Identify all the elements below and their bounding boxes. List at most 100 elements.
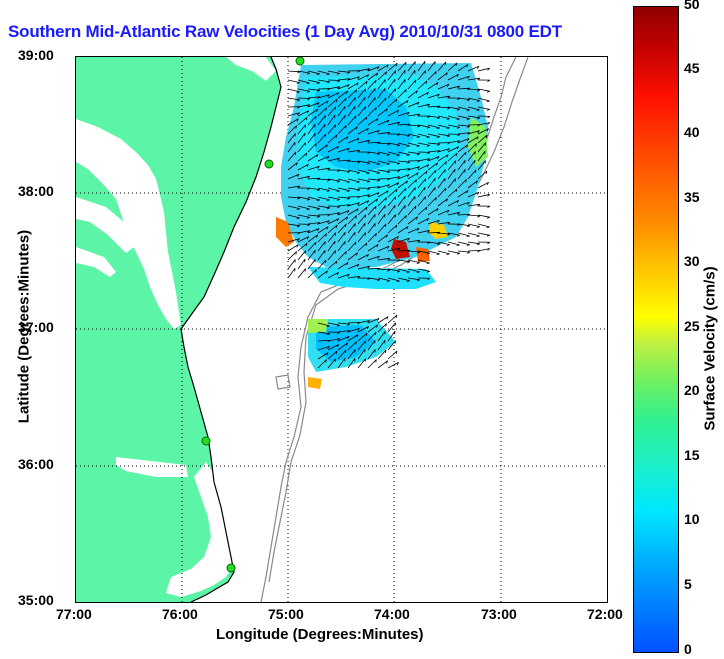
velocity-arrow [287, 142, 296, 153]
velocity-arrow [307, 165, 320, 171]
velocity-arrow [327, 260, 338, 270]
velocity-arrow-head [366, 254, 369, 258]
velocity-arrow-head [456, 234, 460, 237]
velocity-arrow [377, 169, 390, 173]
velocity-arrow-head [335, 134, 338, 138]
velocity-arrow-head [466, 138, 470, 142]
velocity-arrow [327, 212, 340, 216]
velocity-arrow [337, 78, 350, 81]
velocity-arrow-head [317, 89, 321, 92]
velocity-arrow-head [316, 234, 318, 238]
velocity-arrow [457, 64, 469, 72]
velocity-arrow-head [377, 129, 380, 133]
velocity-arrow [457, 213, 471, 216]
velocity-arrow [437, 115, 450, 119]
velocity-arrow [367, 359, 377, 369]
velocity-arrow-head [387, 257, 391, 261]
velocity-arrow [437, 154, 449, 162]
velocity-arrow [297, 236, 309, 243]
velocity-arrow [457, 179, 467, 189]
velocity-arrow-head [336, 218, 340, 222]
velocity-arrow [427, 133, 440, 138]
velocity-arrow [347, 149, 360, 153]
velocity-arrow [377, 131, 390, 135]
velocity-arrow [297, 124, 306, 135]
velocity-arrow [397, 277, 410, 282]
velocity-arrow-head [407, 111, 410, 115]
velocity-arrow [387, 330, 396, 342]
velocity-arrow-head [447, 221, 451, 225]
velocity-arrow-head [456, 74, 459, 77]
velocity-arrow [457, 232, 470, 237]
velocity-arrow [297, 175, 310, 180]
velocity-arrow-head [415, 179, 417, 183]
velocity-arrow [327, 114, 336, 126]
velocity-arrow-head [487, 205, 491, 209]
velocity-arrow [347, 322, 361, 324]
velocity-arrow [397, 133, 410, 136]
velocity-arrow [467, 241, 480, 245]
velocity-arrow-head [395, 314, 398, 319]
velocity-arrow-head [405, 62, 407, 66]
velocity-arrow [447, 124, 460, 128]
velocity-arrow-head [364, 340, 366, 344]
velocity-arrow [437, 178, 446, 189]
velocity-arrow [317, 115, 326, 126]
velocity-arrow [437, 232, 451, 235]
velocity-arrow [317, 167, 330, 171]
velocity-arrow [457, 169, 466, 180]
velocity-arrow [397, 259, 410, 263]
velocity-arrow [397, 226, 409, 234]
velocity-arrow [377, 108, 388, 117]
velocity-arrow-head [466, 235, 470, 238]
velocity-arrow [467, 136, 479, 144]
velocity-arrow-head [336, 272, 339, 276]
velocity-arrow-head [476, 136, 479, 140]
velocity-arrow [467, 214, 481, 217]
velocity-arrow [337, 136, 349, 144]
velocity-arrow [477, 181, 489, 189]
velocity-arrow-head [475, 143, 477, 147]
velocity-arrow-head [395, 98, 398, 102]
velocity-arrow-head [435, 71, 437, 75]
velocity-arrow-head [307, 104, 311, 107]
map-plot-area[interactable] [75, 56, 608, 603]
velocity-arrow-head [307, 224, 311, 227]
velocity-arrow [437, 198, 448, 207]
velocity-arrow [327, 322, 340, 326]
velocity-arrow [347, 241, 357, 252]
velocity-arrow-head [337, 206, 341, 209]
velocity-arrow [327, 218, 339, 225]
velocity-arrow-head [487, 116, 491, 119]
velocity-arrow [477, 106, 490, 110]
velocity-arrow [337, 342, 348, 351]
velocity-arrow-head [345, 349, 347, 354]
velocity-arrow-head [356, 126, 358, 130]
velocity-arrow [397, 180, 408, 189]
velocity-arrow [287, 70, 301, 73]
velocity-arrow-head [486, 128, 490, 132]
velocity-arrow [457, 201, 470, 207]
velocity-arrow-head [324, 133, 327, 137]
velocity-arrow [417, 217, 429, 225]
velocity-arrow-head [416, 90, 418, 94]
velocity-arrow [317, 220, 330, 225]
velocity-arrow-head [455, 62, 458, 66]
velocity-arrow [317, 155, 330, 162]
velocity-arrow [427, 124, 440, 129]
velocity-arrow-head [316, 228, 320, 232]
velocity-arrow [397, 215, 407, 225]
velocity-arrow-head [397, 170, 401, 173]
velocity-arrow [297, 258, 306, 270]
velocity-arrow-head [306, 82, 310, 85]
velocity-arrow-head [366, 172, 370, 175]
velocity-arrow-head [477, 89, 481, 92]
velocity-arrow-head [336, 180, 340, 183]
velocity-arrow [307, 115, 317, 126]
velocity-arrow-head [446, 127, 450, 130]
velocity-arrow-head [375, 206, 377, 210]
map-title: Southern Mid-Atlantic Raw Velocities (1 … [8, 22, 562, 41]
velocity-arrow-head [475, 169, 477, 173]
velocity-arrow [357, 139, 370, 144]
velocity-arrow [447, 232, 460, 236]
